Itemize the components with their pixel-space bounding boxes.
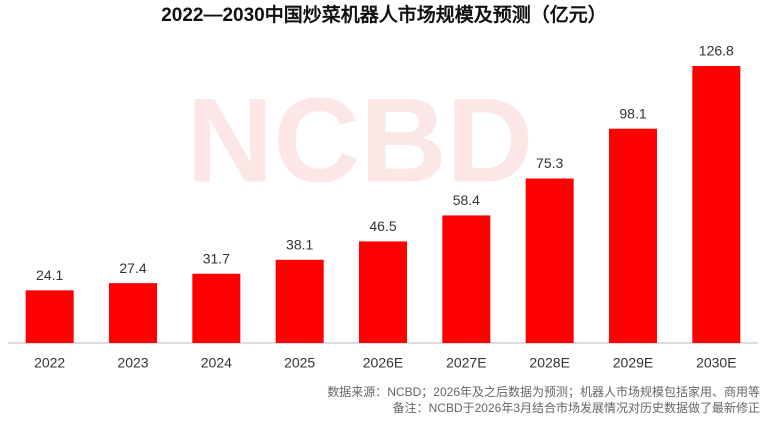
chart-title: 2022—2030中国炒菜机器人市场规模及预测（亿元） <box>161 3 607 26</box>
value-label: 24.1 <box>36 267 63 283</box>
x-tick-label: 2026E <box>363 355 403 371</box>
bar <box>192 273 241 343</box>
source-note: 备注：NCBD于2026年3月结合市场发展情况对历史数据做了最新修正 <box>393 400 760 415</box>
bar <box>25 290 74 343</box>
x-tick-label: 2029E <box>613 355 653 371</box>
value-label: 58.4 <box>453 192 480 208</box>
watermark: NCBD <box>187 74 534 208</box>
x-tick-label: 2024 <box>201 355 232 371</box>
x-tick-label: 2028E <box>529 355 569 371</box>
x-tick-label: 2030E <box>696 355 736 371</box>
value-label: 46.5 <box>369 218 396 234</box>
x-tick-label: 2023 <box>117 355 148 371</box>
x-tick-label: 2025 <box>284 355 315 371</box>
x-tick-label: 2022 <box>34 355 65 371</box>
x-tick-label: 2027E <box>446 355 486 371</box>
bar <box>525 178 574 343</box>
bar <box>275 259 324 343</box>
bar <box>609 128 657 343</box>
bar <box>359 241 407 343</box>
source-note: 数据来源：NCBD；2026年及之后数据为预测；机器人市场规模包括家用、商用等 <box>327 384 760 399</box>
bar <box>692 66 741 343</box>
value-label: 75.3 <box>536 155 563 171</box>
bar <box>442 215 491 343</box>
value-label: 38.1 <box>286 236 313 252</box>
value-label: 27.4 <box>119 260 146 276</box>
value-label: 31.7 <box>203 250 230 266</box>
bar <box>109 283 157 343</box>
value-label: 126.8 <box>699 43 734 59</box>
value-label: 98.1 <box>619 105 646 121</box>
